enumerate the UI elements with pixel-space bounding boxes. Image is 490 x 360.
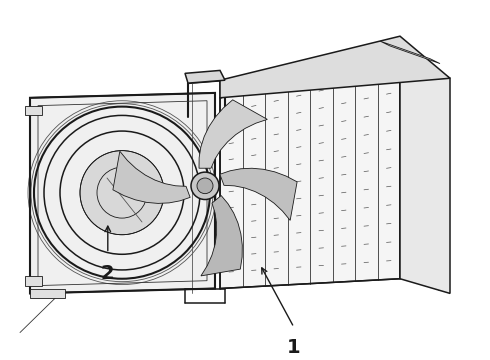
Ellipse shape xyxy=(191,172,219,199)
Polygon shape xyxy=(185,71,225,83)
Text: 1: 1 xyxy=(287,338,301,357)
Ellipse shape xyxy=(80,150,164,235)
Polygon shape xyxy=(30,289,65,298)
Polygon shape xyxy=(220,54,400,288)
Polygon shape xyxy=(30,93,215,293)
Polygon shape xyxy=(25,105,42,116)
Polygon shape xyxy=(25,276,42,285)
Polygon shape xyxy=(201,195,242,276)
Polygon shape xyxy=(220,36,450,98)
Polygon shape xyxy=(220,168,297,220)
Polygon shape xyxy=(380,41,440,64)
Polygon shape xyxy=(199,100,268,168)
Polygon shape xyxy=(113,151,190,203)
Ellipse shape xyxy=(197,178,213,194)
Polygon shape xyxy=(220,54,450,98)
Text: 2: 2 xyxy=(101,264,115,283)
Polygon shape xyxy=(400,54,450,293)
